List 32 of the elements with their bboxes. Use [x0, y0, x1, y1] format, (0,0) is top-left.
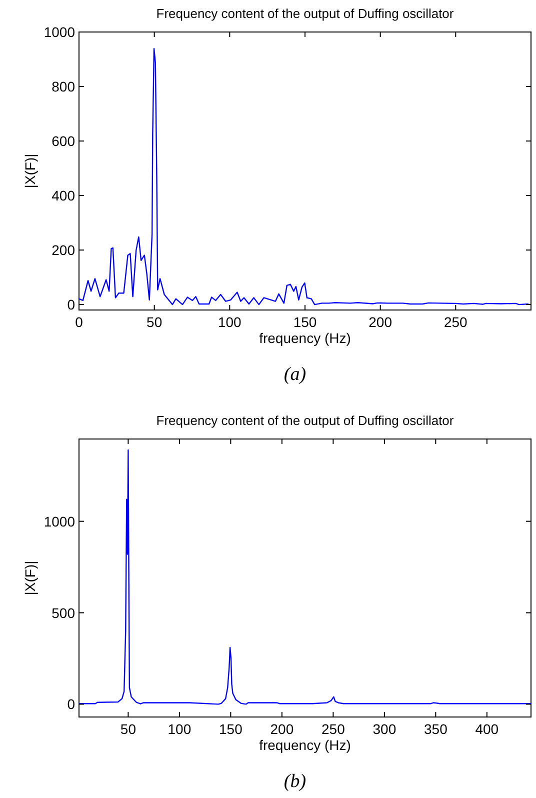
x-axis-title: frequency (Hz) [259, 330, 351, 346]
y-tick-label: 400 [52, 188, 76, 204]
x-tick-label: 100 [218, 314, 242, 330]
chart-title: Frequency content of the output of Duffing oscillator [156, 6, 454, 21]
x-tick-label: 50 [120, 721, 136, 737]
x-tick-label: 250 [444, 314, 468, 330]
x-tick-label: 200 [270, 721, 294, 737]
y-tick-label: 0 [67, 696, 76, 712]
y-tick-label: 200 [52, 242, 76, 258]
x-tick-label: 250 [322, 721, 346, 737]
y-tick-label: 1000 [44, 513, 76, 530]
x-tick-label: 400 [475, 721, 499, 737]
y-axis-title: |X(F)| [22, 560, 38, 596]
x-tick-label: 150 [293, 314, 317, 330]
x-tick-label: 150 [219, 721, 243, 737]
x-axis-title: frequency (Hz) [259, 737, 351, 753]
line-series [78, 48, 529, 306]
y-tick-label: 800 [52, 78, 76, 95]
y-tick-label: 1000 [44, 24, 76, 40]
text: (b) [284, 771, 306, 792]
text: (a) [284, 364, 306, 385]
y-tick-label: 600 [52, 133, 76, 150]
x-tick-label: 350 [424, 721, 448, 737]
x-tick-label: 50 [146, 314, 162, 330]
y-tick-label: 500 [52, 604, 76, 621]
x-tick-label: 200 [368, 314, 392, 330]
x-tick-label: 100 [168, 721, 192, 737]
chart-title: Frequency content of the output of Duffing oscillator [156, 413, 454, 428]
line-series [78, 449, 532, 705]
y-tick-label: 0 [67, 296, 76, 313]
x-tick-label: 300 [372, 721, 396, 737]
y-axis-title: |X(F)| [22, 154, 38, 188]
